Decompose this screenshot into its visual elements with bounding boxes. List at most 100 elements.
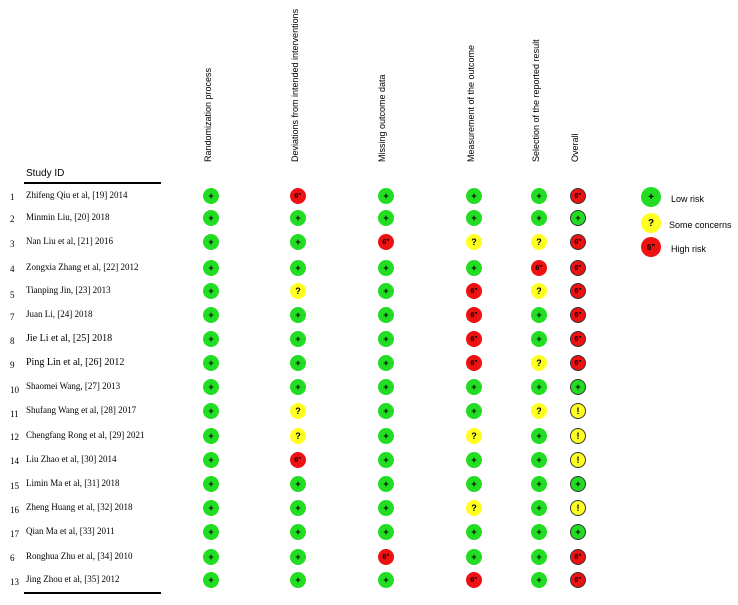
low-risk-icon: + xyxy=(378,572,394,588)
low-risk-icon: + xyxy=(290,260,306,276)
low-risk-icon: + xyxy=(290,355,306,371)
legend-label: High risk xyxy=(671,244,707,254)
low-risk-icon: + xyxy=(203,379,219,395)
study-label: Shufang Wang et al, [28] 2017 xyxy=(26,405,137,415)
study-label: Chengfang Rong et al, [29] 2021 xyxy=(26,430,145,440)
bottom-rule xyxy=(24,592,161,594)
study-label: Jing Zhou et al, [35] 2012 xyxy=(26,574,120,584)
column-header: Measurement of the outcome xyxy=(466,44,476,162)
low-risk-icon: + xyxy=(203,188,219,204)
high-risk-icon: 6" xyxy=(570,234,586,250)
some-concerns-icon: ! xyxy=(570,452,586,468)
high-risk-icon: 6" xyxy=(570,307,586,323)
low-risk-icon: + xyxy=(531,549,547,565)
some-concerns-icon: ? xyxy=(466,500,482,516)
column-header: Missing outcome data xyxy=(377,74,387,162)
legend-label: Low risk xyxy=(671,194,705,204)
study-label: Limin Ma et al, [31] 2018 xyxy=(26,478,120,488)
low-risk-icon: + xyxy=(466,476,482,492)
some-concerns-icon: ? xyxy=(290,428,306,444)
low-risk-icon: + xyxy=(570,524,586,540)
low-risk-icon: + xyxy=(378,355,394,371)
low-risk-icon: + xyxy=(531,428,547,444)
low-risk-icon: + xyxy=(378,403,394,419)
study-id-header: Study ID xyxy=(26,168,65,179)
low-risk-icon: + xyxy=(466,210,482,226)
low-risk-icon: + xyxy=(290,331,306,347)
low-risk-icon: + xyxy=(203,524,219,540)
study-label: Jie Li et al, [25] 2018 xyxy=(26,333,113,344)
some-concerns-icon: ? xyxy=(531,355,547,371)
low-risk-icon: + xyxy=(203,476,219,492)
low-risk-icon: + xyxy=(203,355,219,371)
row-number: 12 xyxy=(10,432,19,442)
legend-high-icon: 6" xyxy=(641,237,661,257)
row-number: 4 xyxy=(10,264,15,274)
low-risk-icon: + xyxy=(466,379,482,395)
high-risk-icon: 6" xyxy=(531,260,547,276)
study-label: Zhifeng Qiu et al, [19] 2014 xyxy=(26,190,128,200)
low-risk-icon: + xyxy=(203,428,219,444)
low-risk-icon: + xyxy=(570,210,586,226)
study-label: Ping Lin et al, [26] 2012 xyxy=(26,357,125,368)
study-label: Tianping Jin, [23] 2013 xyxy=(26,285,111,295)
some-concerns-icon: ? xyxy=(466,428,482,444)
low-risk-icon: + xyxy=(203,234,219,250)
column-header: Deviations from intended interventions xyxy=(290,8,300,162)
high-risk-icon: 6" xyxy=(570,260,586,276)
row-number: 6 xyxy=(10,553,15,563)
low-risk-icon: + xyxy=(203,403,219,419)
low-risk-icon: + xyxy=(203,260,219,276)
column-header: Overall xyxy=(570,133,580,162)
some-concerns-icon: ! xyxy=(570,428,586,444)
low-risk-icon: + xyxy=(378,331,394,347)
low-risk-icon: + xyxy=(290,572,306,588)
low-risk-icon: + xyxy=(466,403,482,419)
low-risk-icon: + xyxy=(531,500,547,516)
header-rule xyxy=(24,182,161,184)
study-label: Zheng Huang et al, [32] 2018 xyxy=(26,502,133,512)
row-number: 5 xyxy=(10,290,15,300)
low-risk-icon: + xyxy=(378,476,394,492)
high-risk-icon: 6" xyxy=(466,355,482,371)
low-risk-icon: + xyxy=(531,188,547,204)
legend-low-icon: + xyxy=(641,187,661,207)
high-risk-icon: 6" xyxy=(290,188,306,204)
some-concerns-icon: ? xyxy=(531,283,547,299)
high-risk-icon: 6" xyxy=(466,307,482,323)
legend-some-icon: ? xyxy=(641,213,661,233)
high-risk-icon: 6" xyxy=(570,572,586,588)
low-risk-icon: + xyxy=(290,500,306,516)
row-number: 2 xyxy=(10,214,15,224)
low-risk-icon: + xyxy=(531,379,547,395)
low-risk-icon: + xyxy=(203,307,219,323)
low-risk-icon: + xyxy=(378,452,394,468)
low-risk-icon: + xyxy=(378,524,394,540)
high-risk-icon: 6" xyxy=(466,572,482,588)
low-risk-icon: + xyxy=(378,428,394,444)
high-risk-icon: 6" xyxy=(570,331,586,347)
low-risk-icon: + xyxy=(378,260,394,276)
some-concerns-icon: ! xyxy=(570,500,586,516)
low-risk-icon: + xyxy=(531,476,547,492)
row-number: 15 xyxy=(10,481,19,491)
high-risk-icon: 6" xyxy=(290,452,306,468)
low-risk-icon: + xyxy=(378,210,394,226)
high-risk-icon: 6" xyxy=(570,355,586,371)
low-risk-icon: + xyxy=(531,331,547,347)
low-risk-icon: + xyxy=(203,210,219,226)
row-number: 14 xyxy=(10,456,19,466)
low-risk-icon: + xyxy=(290,524,306,540)
low-risk-icon: + xyxy=(203,452,219,468)
legend-label: Some concerns xyxy=(669,220,732,230)
low-risk-icon: + xyxy=(203,331,219,347)
low-risk-icon: + xyxy=(290,307,306,323)
low-risk-icon: + xyxy=(466,188,482,204)
low-risk-icon: + xyxy=(203,572,219,588)
low-risk-icon: + xyxy=(378,283,394,299)
high-risk-icon: 6" xyxy=(378,234,394,250)
low-risk-icon: + xyxy=(378,500,394,516)
some-concerns-icon: ? xyxy=(290,283,306,299)
low-risk-icon: + xyxy=(531,572,547,588)
low-risk-icon: + xyxy=(290,210,306,226)
